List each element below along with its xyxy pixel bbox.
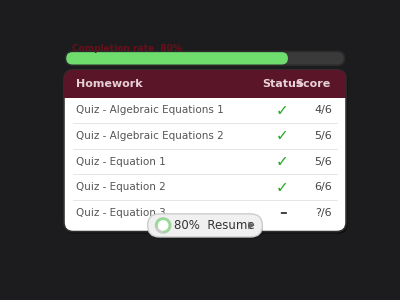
Text: Quiz - Equation 2: Quiz - Equation 2 [76, 182, 166, 192]
Text: 5/6: 5/6 [314, 157, 332, 166]
Text: Quiz - Equation 3: Quiz - Equation 3 [76, 208, 166, 218]
Text: Quiz - Equation 1: Quiz - Equation 1 [76, 157, 166, 166]
Text: 80%  Resume: 80% Resume [174, 219, 255, 232]
Bar [64, 88, 346, 98]
FancyBboxPatch shape [66, 52, 288, 64]
Text: ?/6: ?/6 [316, 208, 332, 218]
FancyBboxPatch shape [148, 214, 262, 237]
Text: 5/6: 5/6 [314, 131, 332, 141]
Circle shape [155, 218, 171, 233]
FancyBboxPatch shape [66, 72, 348, 234]
Text: Score: Score [295, 79, 330, 89]
Text: ✓: ✓ [276, 180, 289, 195]
Text: 6/6: 6/6 [314, 182, 332, 192]
Text: Status: Status [262, 79, 303, 89]
Text: Homework: Homework [76, 79, 143, 89]
Text: Quiz - Algebraic Equations 1: Quiz - Algebraic Equations 1 [76, 105, 224, 116]
Text: ✓: ✓ [276, 154, 289, 169]
Text: ✓: ✓ [276, 128, 289, 143]
FancyBboxPatch shape [148, 215, 263, 238]
Text: 4/6: 4/6 [314, 105, 332, 116]
Text: Completion rate  80%: Completion rate 80% [72, 44, 182, 53]
Circle shape [158, 221, 168, 230]
FancyBboxPatch shape [64, 70, 346, 98]
Wedge shape [155, 218, 171, 233]
FancyBboxPatch shape [66, 51, 344, 65]
Polygon shape [248, 222, 254, 229]
FancyBboxPatch shape [64, 70, 346, 232]
Text: ✓: ✓ [276, 103, 289, 118]
Text: –: – [279, 205, 286, 220]
Text: Quiz - Algebraic Equations 2: Quiz - Algebraic Equations 2 [76, 131, 224, 141]
